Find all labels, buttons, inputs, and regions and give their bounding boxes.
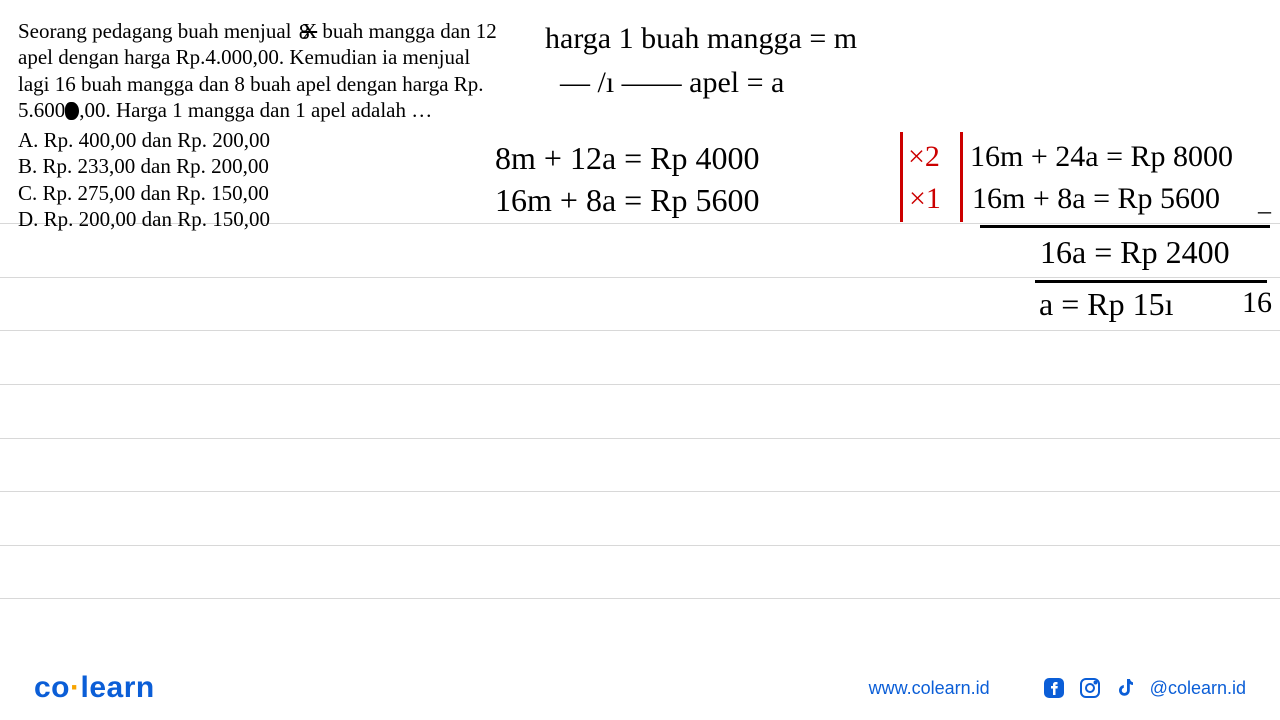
hw-underline-2	[1035, 280, 1267, 283]
facebook-icon[interactable]	[1042, 676, 1066, 700]
q-line4b: ,00. Harga 1 mangga dan 1 apel adalah …	[79, 98, 432, 122]
hw-minus: –	[1258, 196, 1271, 226]
footer: co·learn www.colearn.id @colearn.id	[0, 666, 1280, 720]
logo-dot: ·	[70, 671, 81, 704]
logo-learn: learn	[81, 671, 155, 704]
hw-eq1-left: 8m + 12a = Rp 4000	[495, 140, 760, 177]
option-b: B. Rp. 233,00 dan Rp. 200,00	[18, 153, 528, 179]
footer-handle[interactable]: @colearn.id	[1150, 678, 1246, 699]
footer-url[interactable]: www.colearn.id	[869, 678, 990, 699]
question-text: Seorang pedagang buah menjual 8 X buah m…	[18, 18, 528, 123]
logo-co: co	[34, 671, 70, 704]
q-line3: lagi 16 buah mangga dan 8 buah apel deng…	[18, 72, 484, 96]
tiktok-icon[interactable]	[1114, 676, 1138, 700]
option-a: A. Rp. 400,00 dan Rp. 200,00	[18, 127, 528, 153]
hw-eq2-right: 16m + 8a = Rp 5600	[972, 182, 1220, 216]
scribble-mark	[65, 102, 79, 120]
option-c: C. Rp. 275,00 dan Rp. 150,00	[18, 180, 528, 206]
correction-8: 8	[299, 18, 310, 46]
question-block: Seorang pedagang buah menjual 8 X buah m…	[18, 18, 528, 232]
logo: co·learn	[34, 671, 155, 705]
option-d: D. Rp. 200,00 dan Rp. 150,00	[18, 206, 528, 232]
hw-result1: 16a = Rp 2400	[1040, 234, 1230, 271]
footer-right: www.colearn.id @colearn.id	[869, 676, 1246, 700]
options-list: A. Rp. 400,00 dan Rp. 200,00 B. Rp. 233,…	[18, 127, 528, 232]
hw-result2: a = Rp 15ı	[1039, 286, 1173, 323]
hw-result2-div: 16	[1242, 286, 1272, 320]
q-part1: Seorang pedagang buah menjual	[18, 19, 292, 43]
hw-underline-1	[980, 225, 1270, 228]
hw-mult1: ×2	[908, 140, 940, 174]
red-vline-1	[900, 132, 903, 222]
hw-def-mangga: harga 1 buah mangga = m	[545, 22, 857, 56]
page: Seorang pedagang buah menjual 8 X buah m…	[0, 0, 1280, 720]
hw-mult2: ×1	[909, 182, 941, 216]
instagram-icon[interactable]	[1078, 676, 1102, 700]
hw-def-apel: — /ı —— apel = a	[560, 66, 784, 100]
q-line4a: 5.600	[18, 98, 65, 122]
hw-eq2-left: 16m + 8a = Rp 5600	[495, 182, 760, 219]
q-line2: apel dengan harga Rp.4.000,00. Kemudian …	[18, 45, 470, 69]
red-vline-2	[960, 132, 963, 222]
q-part1b: buah mangga dan 12	[317, 19, 497, 43]
hw-eq1-right: 16m + 24a = Rp 8000	[970, 140, 1233, 174]
